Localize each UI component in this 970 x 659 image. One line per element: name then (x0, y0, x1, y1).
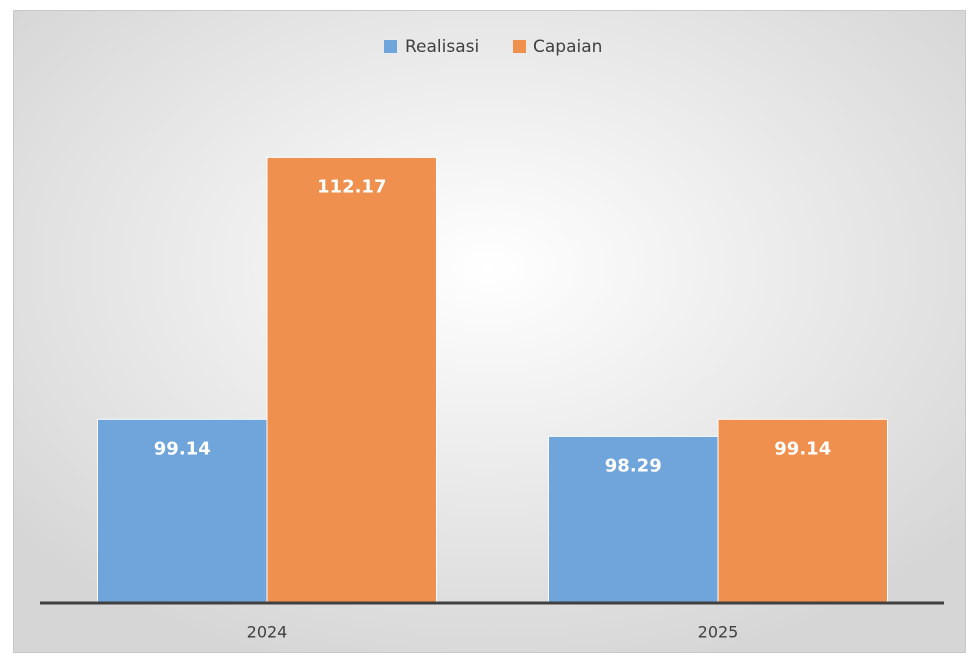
data-label: 99.14 (154, 438, 211, 459)
bar (717, 418, 888, 604)
legend-swatch (513, 40, 526, 53)
data-label: 98.29 (605, 455, 662, 476)
x-tick-label: 2025 (698, 623, 739, 642)
bar (548, 435, 719, 604)
data-label: 99.14 (774, 438, 831, 459)
legend-swatch (384, 40, 397, 53)
x-tick-label: 2024 (247, 623, 288, 642)
bar (97, 418, 268, 604)
legend-label: Realisasi (405, 37, 479, 57)
data-label: 112.17 (317, 176, 386, 197)
bar (266, 156, 437, 604)
legend-label: Capaian (533, 37, 602, 57)
